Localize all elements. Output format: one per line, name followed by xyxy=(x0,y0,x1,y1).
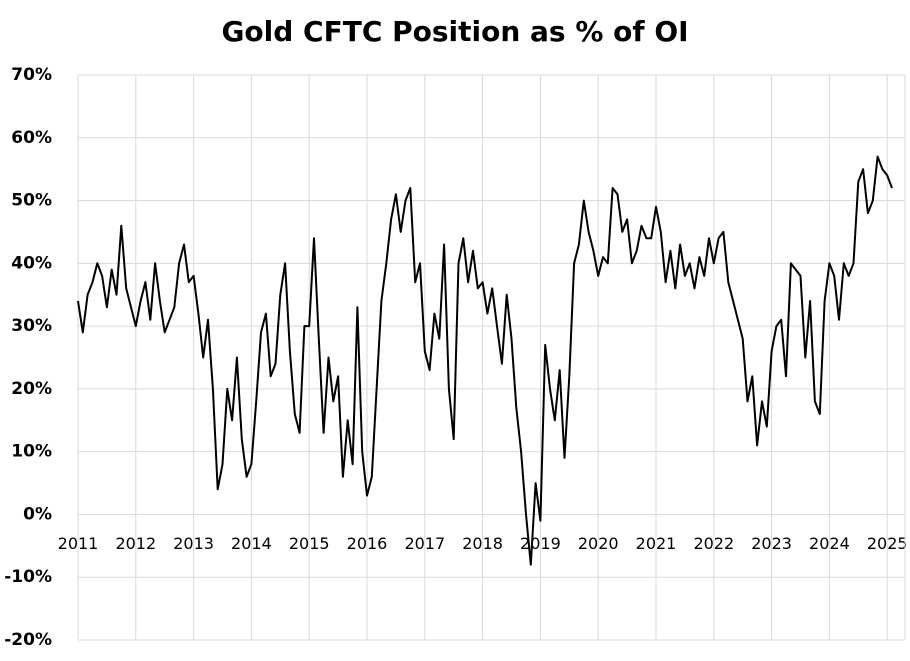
line xyxy=(77,155,893,566)
y-tick-label: 10% xyxy=(11,442,52,462)
x-tick-label: 2011 xyxy=(58,534,99,553)
x-tick-label: 2024 xyxy=(809,534,850,553)
y-tick-label: -10% xyxy=(4,567,52,587)
x-tick-label: 2020 xyxy=(578,534,619,553)
y-tick-label: 30% xyxy=(11,316,52,336)
chart-title: Gold CFTC Position as % of OI xyxy=(221,15,688,48)
x-tick-label: 2019 xyxy=(520,534,561,553)
y-tick-label: 20% xyxy=(11,379,52,399)
y-tick-label: -20% xyxy=(4,630,52,650)
x-tick-label: 2012 xyxy=(115,534,156,553)
x-tick-label: 2014 xyxy=(231,534,272,553)
x-tick-label: 2015 xyxy=(289,534,330,553)
x-tick-label: 2018 xyxy=(462,534,503,553)
x-tick-label: 2021 xyxy=(636,534,677,553)
x-tick-label: 2022 xyxy=(693,534,734,553)
x-tick-label: 2025 xyxy=(867,534,908,553)
y-tick-label: 50% xyxy=(11,191,52,211)
y-tick-label: 70% xyxy=(11,65,52,85)
y-tick-label: 40% xyxy=(11,253,52,273)
y-tick-label: 0% xyxy=(23,504,52,524)
x-tick-label: 2013 xyxy=(173,534,214,553)
y-tick-label: 60% xyxy=(11,128,52,148)
x-tick-label: 2016 xyxy=(347,534,388,553)
x-tick-label: 2017 xyxy=(404,534,445,553)
x-tick-label: 2023 xyxy=(751,534,792,553)
